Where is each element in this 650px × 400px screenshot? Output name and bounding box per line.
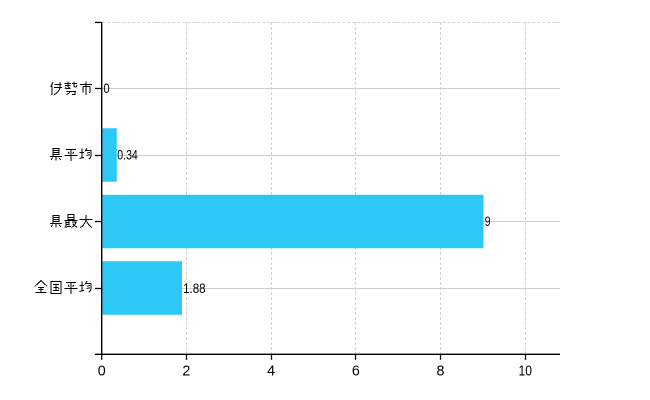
svg-text:9: 9 xyxy=(485,214,491,229)
svg-text:4: 4 xyxy=(267,363,275,379)
svg-text:0.34: 0.34 xyxy=(117,148,138,163)
svg-text:10: 10 xyxy=(518,363,532,379)
svg-text:0: 0 xyxy=(98,363,106,379)
svg-text:0: 0 xyxy=(103,81,109,96)
svg-text:6: 6 xyxy=(352,363,360,379)
svg-text:1.88: 1.88 xyxy=(183,281,206,296)
svg-text:2: 2 xyxy=(182,363,190,379)
svg-text:8: 8 xyxy=(437,363,445,379)
